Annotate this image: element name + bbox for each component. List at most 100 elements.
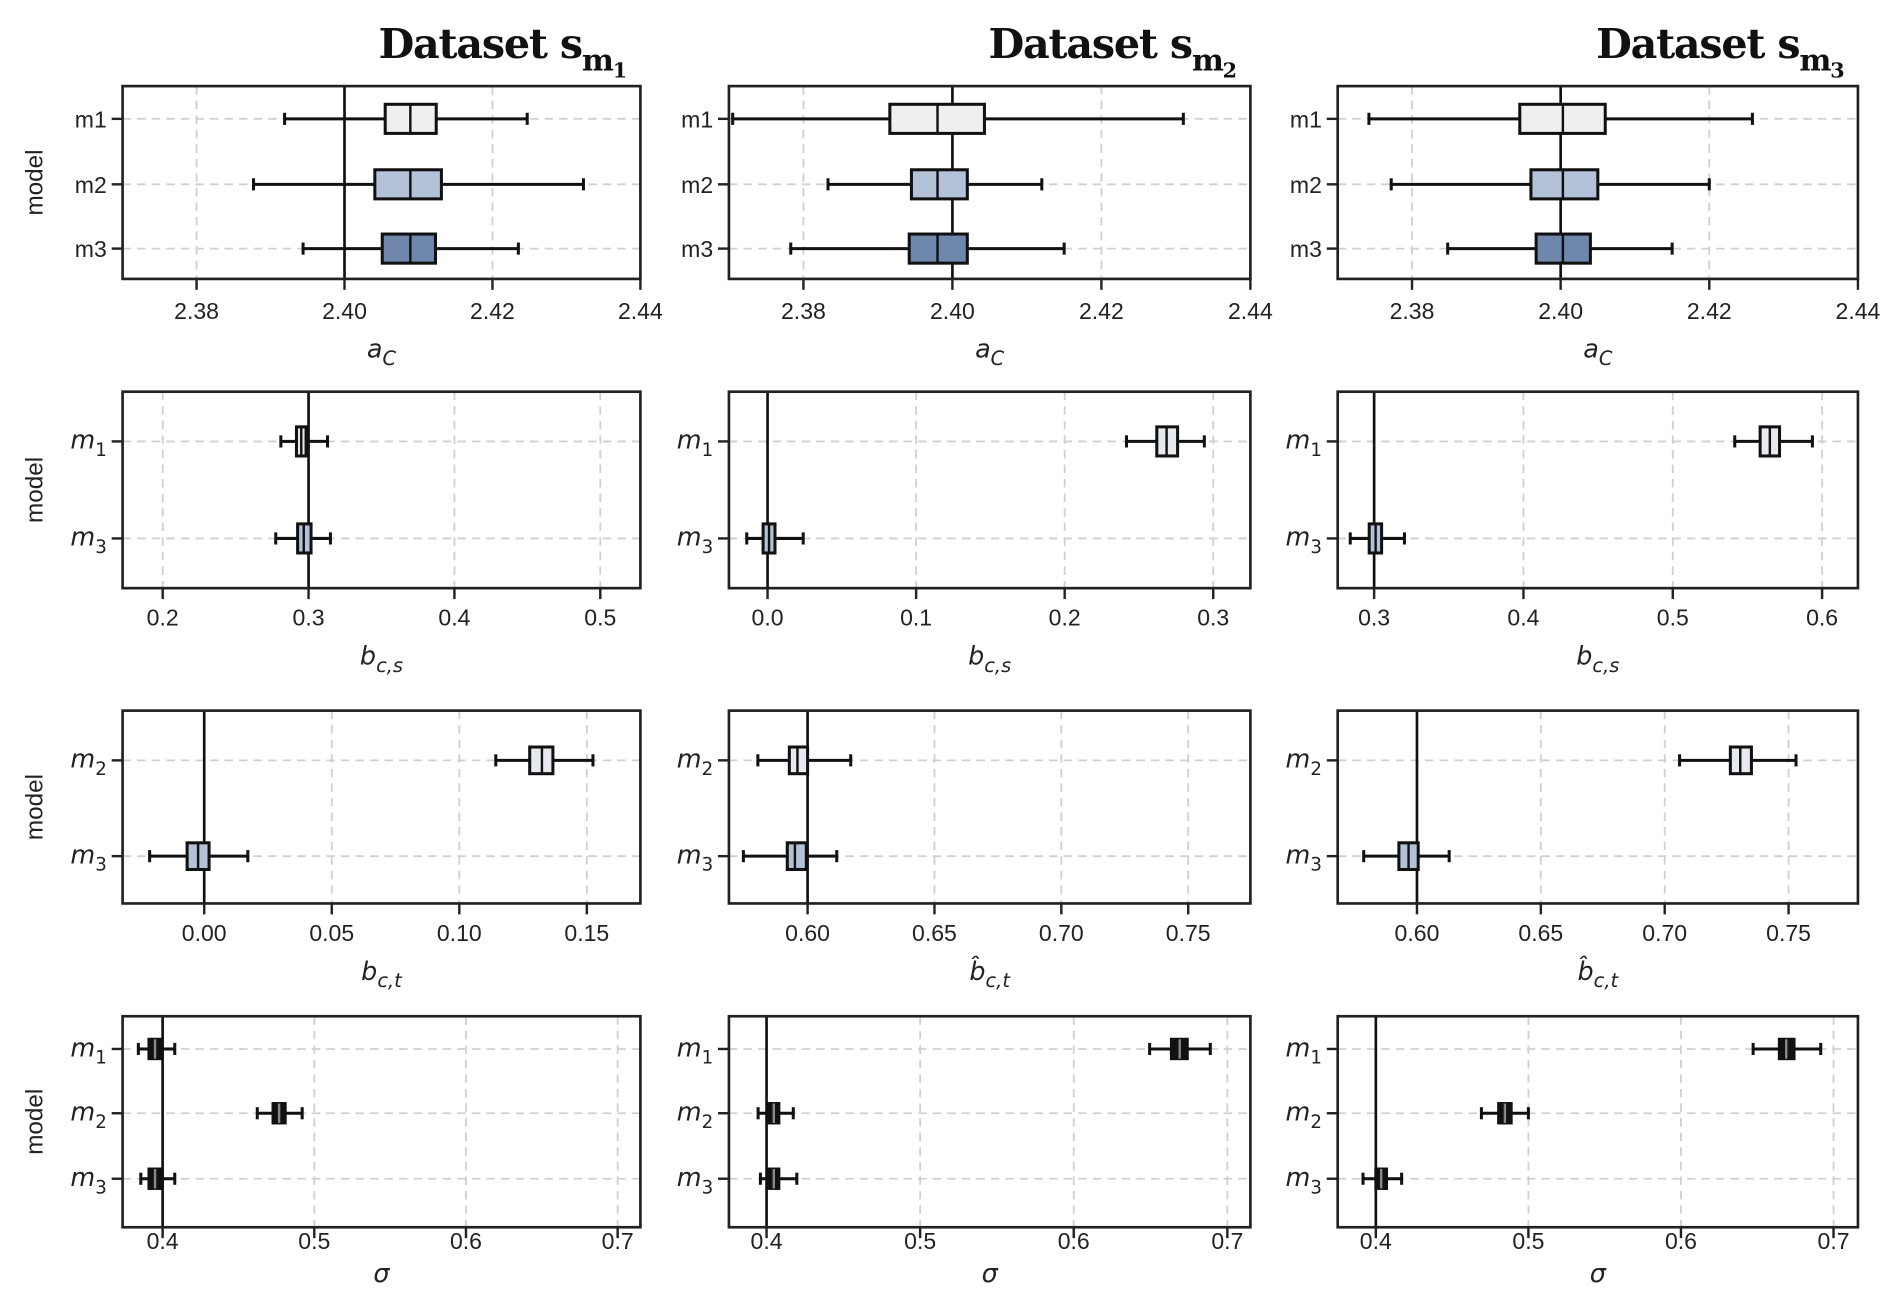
box-m3: [1362, 841, 1451, 872]
category-tick-label: m2: [70, 1098, 106, 1133]
category-tick-label: m2: [1286, 745, 1322, 780]
x-tick-label: 0.65: [1518, 920, 1563, 946]
x-tick-label: 0.3: [1197, 605, 1229, 631]
iqr-box: [785, 841, 808, 872]
axes-frame: [1336, 1014, 1860, 1229]
box-m1: [1733, 425, 1814, 458]
box-m3: [1361, 1167, 1404, 1190]
category-tick-label: m3: [1290, 236, 1322, 262]
category-tick-label: m2: [70, 745, 106, 780]
box-m3: [789, 232, 1066, 265]
category-tick-label: m3: [75, 236, 107, 262]
x-tick-label: 2.38: [174, 298, 219, 324]
x-axis-label: bc,t: [361, 957, 403, 992]
x-axis-label: bc,s: [1576, 642, 1619, 677]
x-tick-label: 0.15: [564, 920, 609, 946]
boxplot-panel: 0.60 0.65 0.70 0.75 m2 m3 b̂c,t: [677, 709, 1252, 992]
boxplot-panel: 2.38 2.40 2.42 2.44 m1 m2 m3 aC: [681, 84, 1273, 370]
box-m3: [745, 522, 805, 555]
x-tick-label: 0.10: [437, 920, 482, 946]
iqr-box: [1529, 168, 1600, 201]
x-axis-label: σ: [1590, 1259, 1607, 1289]
category-tick-label: m2: [677, 1098, 713, 1133]
box-m3: [148, 841, 250, 872]
x-axis-label: aC: [975, 335, 1005, 370]
box-m3: [741, 841, 839, 872]
x-tick-label: 0.75: [1766, 920, 1811, 946]
x-axis-label: aC: [1583, 335, 1613, 370]
axes-frame: [121, 1014, 642, 1229]
box-m2: [494, 745, 595, 776]
category-tick-label: m1: [681, 106, 713, 132]
x-tick-label: 0.70: [1039, 920, 1084, 946]
category-tick-label: m2: [681, 172, 713, 198]
box-m3: [1348, 522, 1406, 555]
x-tick-label: 0.4: [751, 1228, 783, 1254]
y-axis-label: model: [22, 457, 49, 523]
box-m1: [1124, 425, 1206, 458]
x-axis-label: bc,s: [968, 642, 1011, 677]
axes-frame: [121, 84, 642, 281]
category-tick-label: m3: [677, 840, 713, 875]
category-tick-label: m1: [1286, 1033, 1322, 1068]
box-m2: [1479, 1102, 1530, 1125]
boxplot-panel: 0.4 0.5 0.6 0.7 m1 m2 m3 σ: [1286, 1014, 1860, 1289]
x-tick-label: 0.65: [912, 920, 957, 946]
x-tick-label: 0.4: [438, 605, 470, 631]
box-m3: [301, 232, 520, 265]
x-tick-label: 2.42: [1079, 298, 1124, 324]
x-tick-label: 2.38: [781, 298, 826, 324]
box-m2: [756, 1102, 795, 1125]
iqr-box: [373, 168, 443, 201]
category-tick-label: m3: [70, 1163, 106, 1198]
x-tick-label: 0.7: [1818, 1228, 1850, 1254]
axes-frame: [121, 709, 642, 905]
x-tick-label: 2.38: [1390, 298, 1435, 324]
category-tick-label: m1: [677, 1033, 713, 1068]
x-tick-label: 2.44: [618, 298, 663, 324]
category-tick-label: m3: [681, 236, 713, 262]
category-tick-label: m2: [75, 172, 107, 198]
x-axis-label: b̂c,t: [1578, 957, 1620, 992]
axes-frame: [121, 390, 642, 590]
x-axis-label: σ: [373, 1259, 390, 1289]
box-m3: [139, 1167, 177, 1190]
y-axis-label: model: [22, 774, 49, 840]
box-m1: [1148, 1037, 1212, 1061]
box-m2: [255, 1102, 304, 1125]
iqr-box: [909, 168, 969, 201]
axes-frame: [727, 1014, 1252, 1229]
category-tick-label: m2: [677, 745, 713, 780]
box-m1: [1751, 1037, 1823, 1061]
x-axis-label: aC: [367, 335, 397, 370]
axes-frame: [727, 84, 1252, 281]
category-tick-label: m1: [1286, 426, 1322, 461]
x-tick-label: 2.42: [1687, 298, 1732, 324]
box-m1: [731, 102, 1185, 135]
x-tick-label: 2.40: [1538, 298, 1583, 324]
category-tick-label: m1: [1290, 106, 1322, 132]
x-tick-label: 0.5: [1657, 605, 1689, 631]
category-tick-label: m3: [1286, 1163, 1322, 1198]
box-m1: [283, 102, 529, 135]
axes-frame: [727, 390, 1252, 590]
category-tick-label: m3: [677, 523, 713, 558]
x-tick-label: 0.0: [752, 605, 784, 631]
x-tick-label: 0.3: [1358, 605, 1390, 631]
iqr-box: [380, 232, 438, 265]
column-title: Dataset sm1: [379, 19, 626, 82]
boxplot-panel: 0.0 0.1 0.2 0.3 m1 m3 bc,s: [677, 390, 1252, 677]
category-tick-label: m1: [70, 426, 106, 461]
category-tick-label: m1: [677, 426, 713, 461]
box-m2: [756, 745, 853, 776]
boxplot-panel: 2.38 2.40 2.42 2.44 m1 m2 m3 aC: [75, 84, 663, 370]
x-tick-label: 0.2: [147, 605, 179, 631]
x-tick-label: 0.60: [785, 920, 830, 946]
x-tick-label: 2.40: [930, 298, 975, 324]
box-m1: [279, 425, 330, 458]
y-axis-label: model: [22, 149, 49, 215]
category-tick-label: m3: [677, 1163, 713, 1198]
category-tick-label: m3: [1286, 840, 1322, 875]
x-tick-label: 0.70: [1642, 920, 1687, 946]
